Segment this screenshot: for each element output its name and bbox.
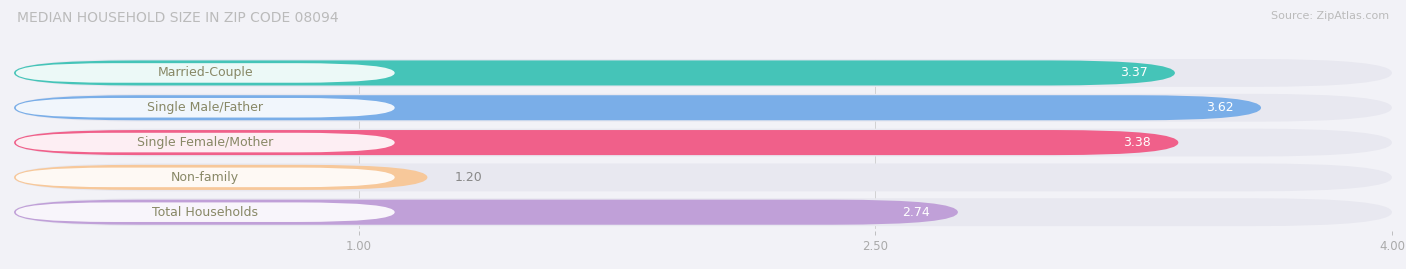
Text: Single Male/Father: Single Male/Father [148, 101, 263, 114]
FancyBboxPatch shape [14, 61, 1175, 86]
FancyBboxPatch shape [14, 164, 1392, 191]
FancyBboxPatch shape [15, 202, 395, 222]
Text: Total Households: Total Households [152, 206, 259, 219]
Text: 3.38: 3.38 [1123, 136, 1150, 149]
Text: Single Female/Mother: Single Female/Mother [138, 136, 273, 149]
FancyBboxPatch shape [15, 63, 395, 83]
FancyBboxPatch shape [15, 133, 395, 152]
FancyBboxPatch shape [14, 198, 1392, 226]
FancyBboxPatch shape [14, 94, 1392, 122]
Text: 1.20: 1.20 [456, 171, 482, 184]
Text: Non-family: Non-family [172, 171, 239, 184]
FancyBboxPatch shape [14, 95, 1261, 120]
FancyBboxPatch shape [14, 59, 1392, 87]
Text: 2.74: 2.74 [903, 206, 931, 219]
FancyBboxPatch shape [14, 200, 957, 225]
Text: MEDIAN HOUSEHOLD SIZE IN ZIP CODE 08094: MEDIAN HOUSEHOLD SIZE IN ZIP CODE 08094 [17, 11, 339, 25]
FancyBboxPatch shape [14, 165, 427, 190]
FancyBboxPatch shape [14, 129, 1392, 157]
Text: Source: ZipAtlas.com: Source: ZipAtlas.com [1271, 11, 1389, 21]
FancyBboxPatch shape [15, 98, 395, 118]
Text: 3.37: 3.37 [1119, 66, 1147, 79]
FancyBboxPatch shape [14, 130, 1178, 155]
FancyBboxPatch shape [15, 168, 395, 187]
Text: Married-Couple: Married-Couple [157, 66, 253, 79]
Text: 3.62: 3.62 [1206, 101, 1233, 114]
